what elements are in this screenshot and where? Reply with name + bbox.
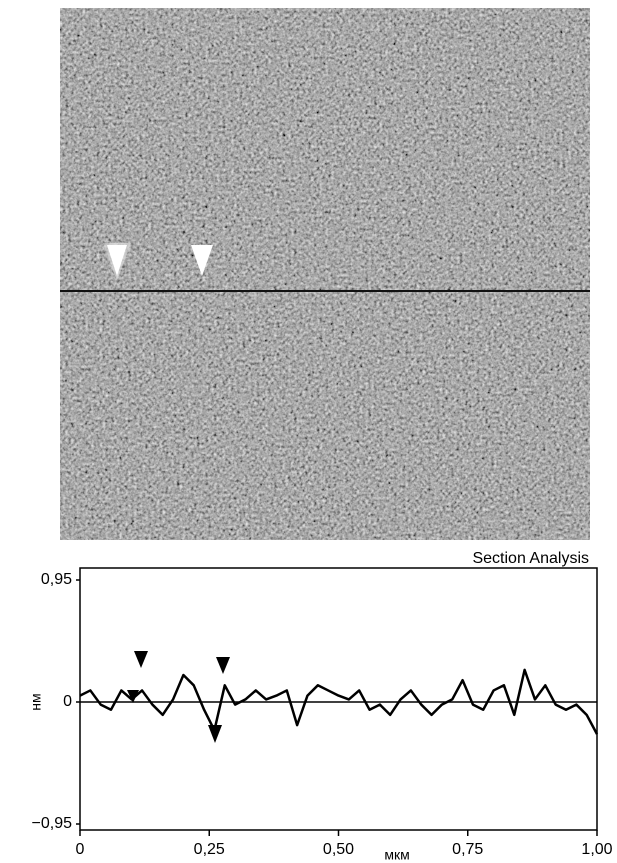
chart-title: Section Analysis <box>472 550 589 567</box>
x-tick-label: 0 <box>76 841 85 858</box>
x-tick-label: 0,75 <box>452 841 483 858</box>
afm-image <box>60 8 590 540</box>
series-line <box>79 668 599 735</box>
y-tick-label: 0,95 <box>41 571 72 588</box>
plot-frame <box>79 567 598 831</box>
y-tick-label: −0,95 <box>32 815 73 832</box>
cursor-marker <box>107 245 127 276</box>
x-tick-label: 0,50 <box>323 841 354 858</box>
x-tick-label: 1,00 <box>581 841 612 858</box>
x-tick-label: 0,25 <box>194 841 225 858</box>
y-tick-label: 0 <box>63 693 72 710</box>
section-marker <box>134 651 148 668</box>
section-marker <box>216 657 230 674</box>
x-axis-label: мкм <box>384 847 409 863</box>
section-marker <box>127 690 139 703</box>
image-noise <box>60 8 590 540</box>
y-axis-label: нм <box>28 693 44 710</box>
cursor-marker <box>191 245 213 276</box>
section-marker <box>208 725 222 743</box>
